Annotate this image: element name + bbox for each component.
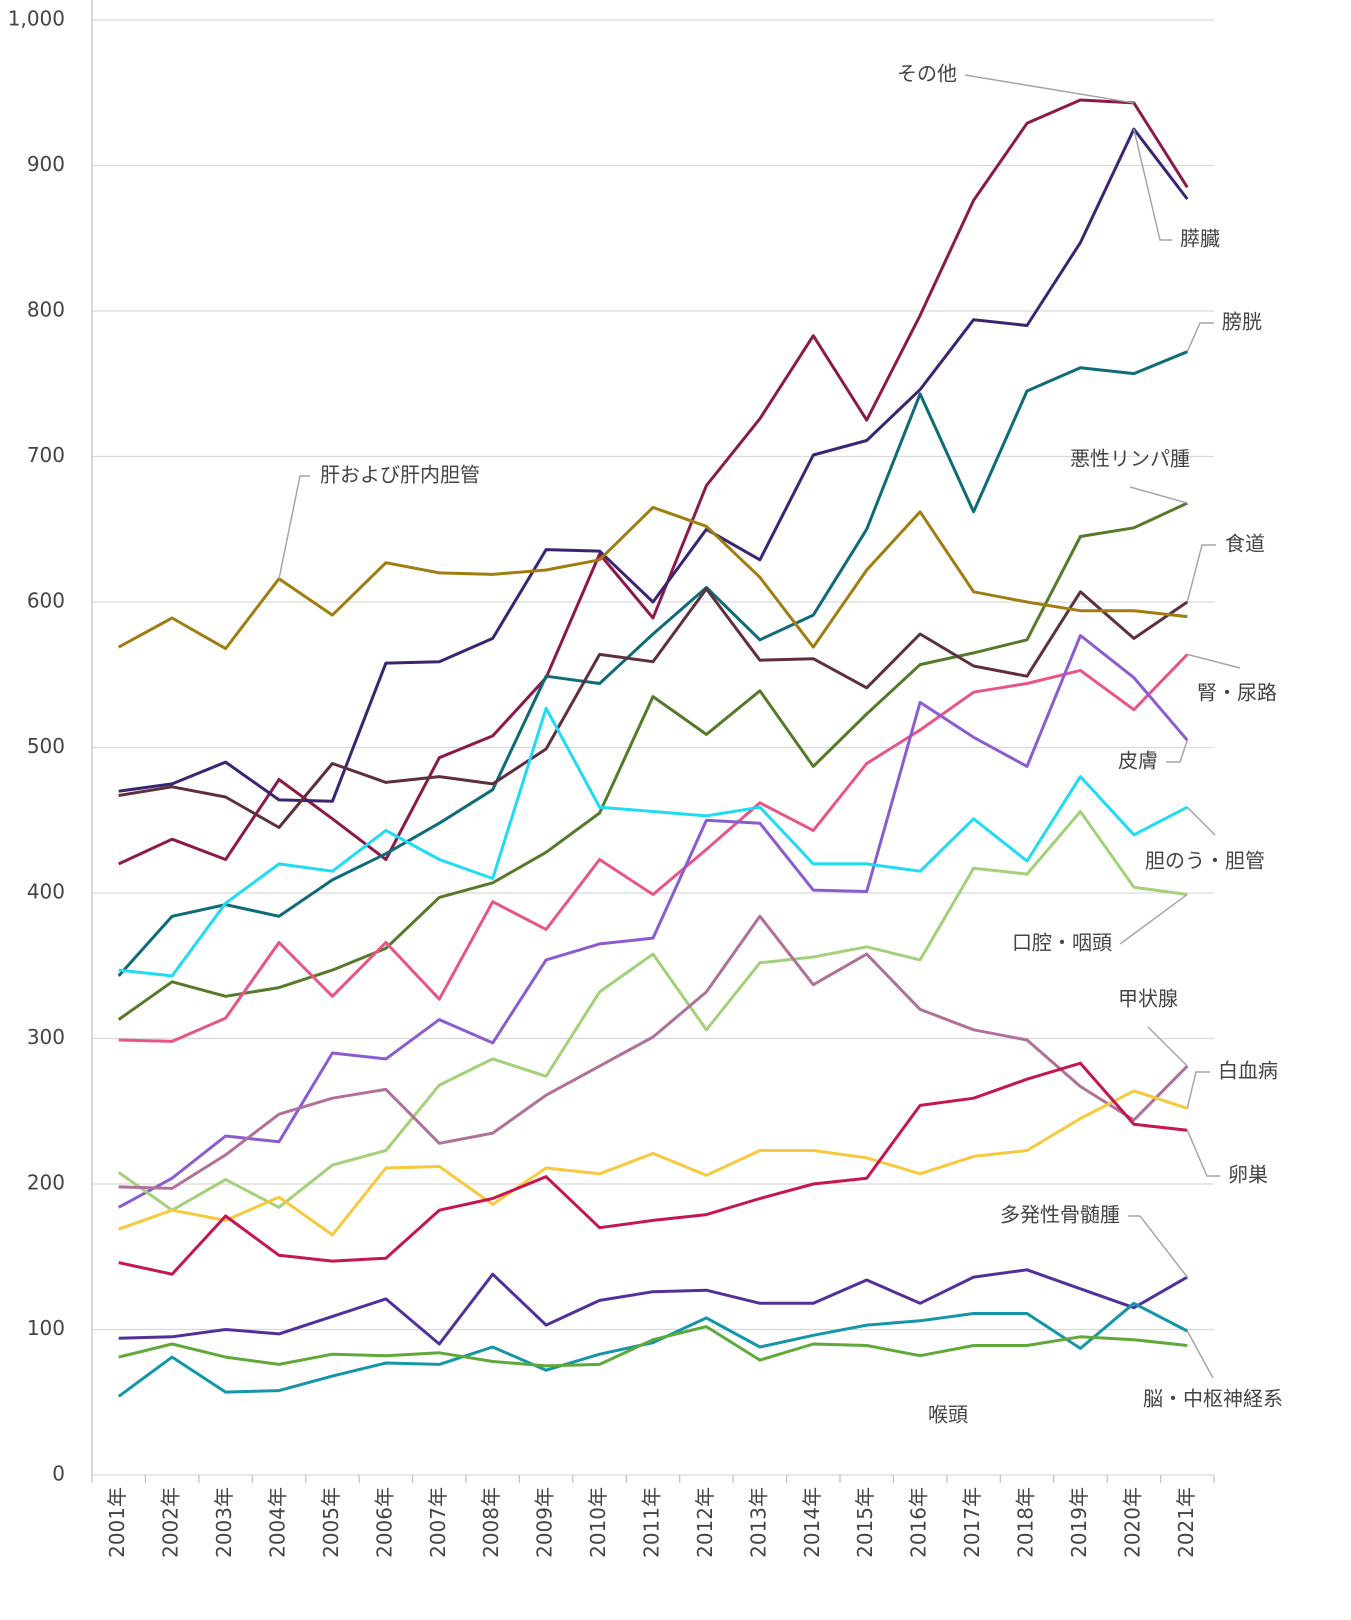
series-label: 脳・中枢神経系 <box>1143 1387 1283 1411</box>
series-line <box>118 98 1189 866</box>
series-line <box>118 1268 1189 1346</box>
y-tick-label: 400 <box>27 880 65 904</box>
x-tick-label: 2006年 <box>372 1487 396 1558</box>
y-tick-label: 1,000 <box>8 7 65 31</box>
leader-line <box>964 74 1134 104</box>
x-tick-label: 2010年 <box>586 1487 610 1558</box>
x-tick-label: 2003年 <box>212 1487 236 1558</box>
series-line <box>118 587 1189 829</box>
x-tick-label: 2011年 <box>640 1487 664 1558</box>
series-label: 甲状腺 <box>1118 987 1178 1011</box>
x-tick-label: 2007年 <box>426 1487 450 1558</box>
x-tick-label: 2013年 <box>746 1487 770 1558</box>
series-line <box>118 706 1188 978</box>
series-label: 肝および肝内胆管 <box>320 463 480 487</box>
y-tick-label: 700 <box>27 443 65 467</box>
x-tick-label: 2016年 <box>907 1487 931 1558</box>
series-line <box>117 634 1189 1209</box>
series-line <box>117 350 1188 977</box>
series-label: 膵臓 <box>1180 227 1220 251</box>
series-line <box>117 810 1188 1212</box>
x-tick-label: 2014年 <box>800 1487 824 1558</box>
y-tick-label: 300 <box>27 1025 65 1049</box>
x-tick-label: 2001年 <box>105 1487 129 1558</box>
series-label: 悪性リンパ腫 <box>1070 447 1190 471</box>
series-line <box>118 914 1189 1190</box>
x-tick-label: 2009年 <box>533 1487 557 1558</box>
leader-line <box>1129 486 1188 504</box>
series-label: 喉頭 <box>928 1403 968 1427</box>
x-tick-label: 2021年 <box>1174 1487 1198 1558</box>
x-tick-label: 2018年 <box>1014 1487 1038 1558</box>
series-label: その他 <box>897 62 957 86</box>
x-tick-label: 2017年 <box>960 1487 984 1558</box>
leader-line <box>1186 322 1214 353</box>
series-line <box>117 501 1188 1021</box>
series-line <box>118 653 1189 1043</box>
x-tick-label: 2019年 <box>1067 1487 1091 1558</box>
series-label: 白血病 <box>1218 1059 1278 1083</box>
series-label: 卵巣 <box>1228 1163 1268 1187</box>
series-line <box>117 1301 1188 1398</box>
series-label: 口腔・咽頭 <box>1012 931 1112 955</box>
series-line <box>118 1061 1188 1276</box>
x-tick-label: 2005年 <box>319 1487 343 1558</box>
leader-line <box>1186 1330 1214 1379</box>
series-label: 多発性骨髄腫 <box>1000 1203 1120 1227</box>
leader-line <box>1186 806 1216 836</box>
leader-line <box>1186 544 1216 603</box>
leader-line <box>1119 893 1188 945</box>
leader-line <box>1133 128 1172 241</box>
series-label: 皮膚 <box>1118 749 1158 773</box>
series-label: 食道 <box>1225 532 1265 556</box>
series-line <box>118 127 1189 803</box>
y-tick-label: 600 <box>27 589 65 613</box>
leader-line <box>1147 1026 1188 1067</box>
leader-line <box>1128 1215 1188 1278</box>
y-tick-label: 200 <box>27 1171 65 1195</box>
x-tick-label: 2015年 <box>853 1487 877 1558</box>
series-label: 胆のう・胆管 <box>1145 849 1265 873</box>
series-line <box>117 505 1188 651</box>
series-line <box>118 1089 1188 1237</box>
leader-line <box>1166 739 1188 763</box>
x-tick-label: 2012年 <box>693 1487 717 1558</box>
leader-line <box>1186 1129 1220 1177</box>
x-tick-label: 2002年 <box>159 1487 183 1558</box>
leader-line <box>278 475 310 579</box>
series-label: 腎・尿路 <box>1197 681 1277 705</box>
y-tick-label: 500 <box>27 734 65 758</box>
leader-line <box>1187 653 1241 669</box>
series-label: 膀胱 <box>1222 310 1262 334</box>
x-tick-label: 2020年 <box>1120 1487 1144 1558</box>
x-tick-label: 2004年 <box>266 1487 290 1558</box>
y-tick-label: 900 <box>27 152 65 176</box>
series-line <box>118 1325 1188 1368</box>
leader-line <box>1186 1071 1210 1109</box>
y-tick-label: 100 <box>27 1316 65 1340</box>
y-tick-label: 800 <box>27 298 65 322</box>
x-tick-label: 2008年 <box>479 1487 503 1558</box>
y-tick-label: 0 <box>52 1462 65 1486</box>
